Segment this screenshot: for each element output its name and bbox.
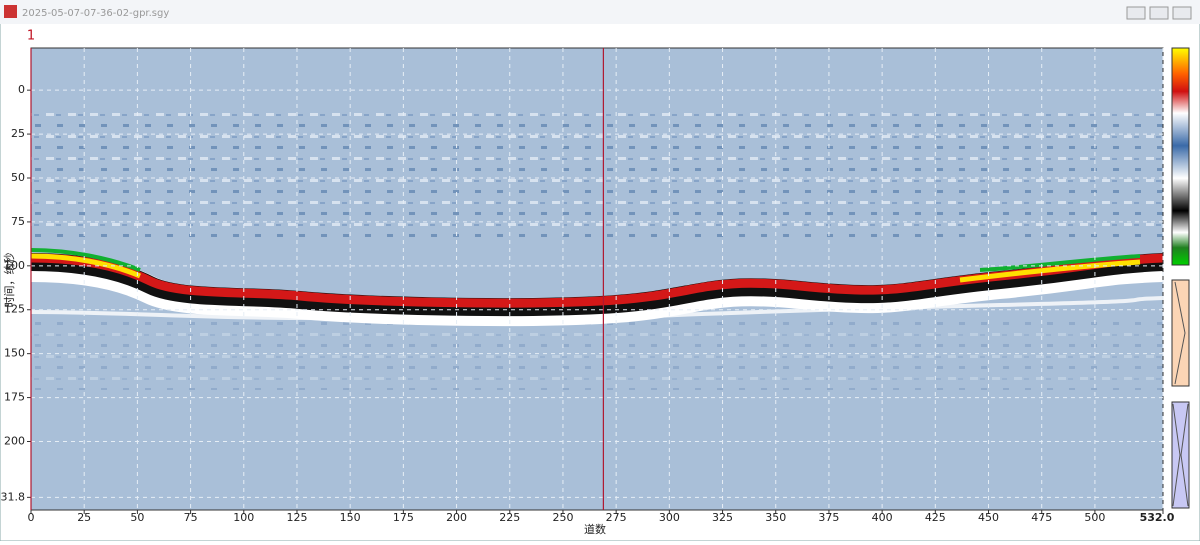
x-tick-label: 425 xyxy=(925,511,946,524)
y-tick-label: 125 xyxy=(4,303,25,316)
x-tick-label: 500 xyxy=(1084,511,1105,524)
x-tick-label: 250 xyxy=(552,511,573,524)
x-tick-label: 25 xyxy=(77,511,91,524)
x-tick-label: 350 xyxy=(765,511,786,524)
x-tick-label: 225 xyxy=(499,511,520,524)
colorbar xyxy=(1171,47,1190,266)
x-tick-label: 125 xyxy=(286,511,307,524)
y-tick-label: 200 xyxy=(4,434,25,447)
x-tick-label: 300 xyxy=(659,511,680,524)
x-tick-label: 275 xyxy=(606,511,627,524)
close-button[interactable] xyxy=(1172,6,1192,20)
minimize-button[interactable] xyxy=(1126,6,1146,20)
y-tick-label: 75 xyxy=(11,215,25,228)
x-tick-label: 450 xyxy=(978,511,999,524)
app-icon xyxy=(4,5,17,18)
y-tick-label: 231.8 xyxy=(0,490,25,503)
marker-label: 1 xyxy=(27,29,35,44)
x-tick-label: 50 xyxy=(130,511,144,524)
x-tick-label: 175 xyxy=(393,511,414,524)
x-tick-label: 200 xyxy=(446,511,467,524)
y-tick-label: 0 xyxy=(18,83,25,96)
y-axis-label: 时间，纳秒 xyxy=(2,253,16,308)
radargram xyxy=(31,48,1163,510)
x-tick-label: 325 xyxy=(712,511,733,524)
gain-panel xyxy=(1171,279,1190,387)
y-tick-label: 100 xyxy=(4,259,25,272)
filter-curve xyxy=(1172,403,1189,507)
x-tick-label: 400 xyxy=(872,511,893,524)
maximize-button[interactable] xyxy=(1149,6,1169,20)
x-tick-label: 475 xyxy=(1031,511,1052,524)
x-tick-label: 0 xyxy=(28,511,35,524)
y-tick-label: 175 xyxy=(4,391,25,404)
window-title: 2025-05-07-07-36-02-gpr.sgy xyxy=(22,8,169,19)
title-bar xyxy=(0,0,1200,24)
x-tick-label: 532.0 xyxy=(1140,511,1175,524)
gain-curve xyxy=(1174,281,1186,385)
y-tick-label: 150 xyxy=(4,347,25,360)
y-tick-label: 50 xyxy=(11,171,25,184)
x-tick-label: 150 xyxy=(340,511,361,524)
x-tick-label: 100 xyxy=(233,511,254,524)
y-tick-label: 25 xyxy=(11,127,25,140)
x-tick-label: 375 xyxy=(818,511,839,524)
x-axis-label: 道数 xyxy=(584,522,606,536)
x-tick-label: 75 xyxy=(184,511,198,524)
